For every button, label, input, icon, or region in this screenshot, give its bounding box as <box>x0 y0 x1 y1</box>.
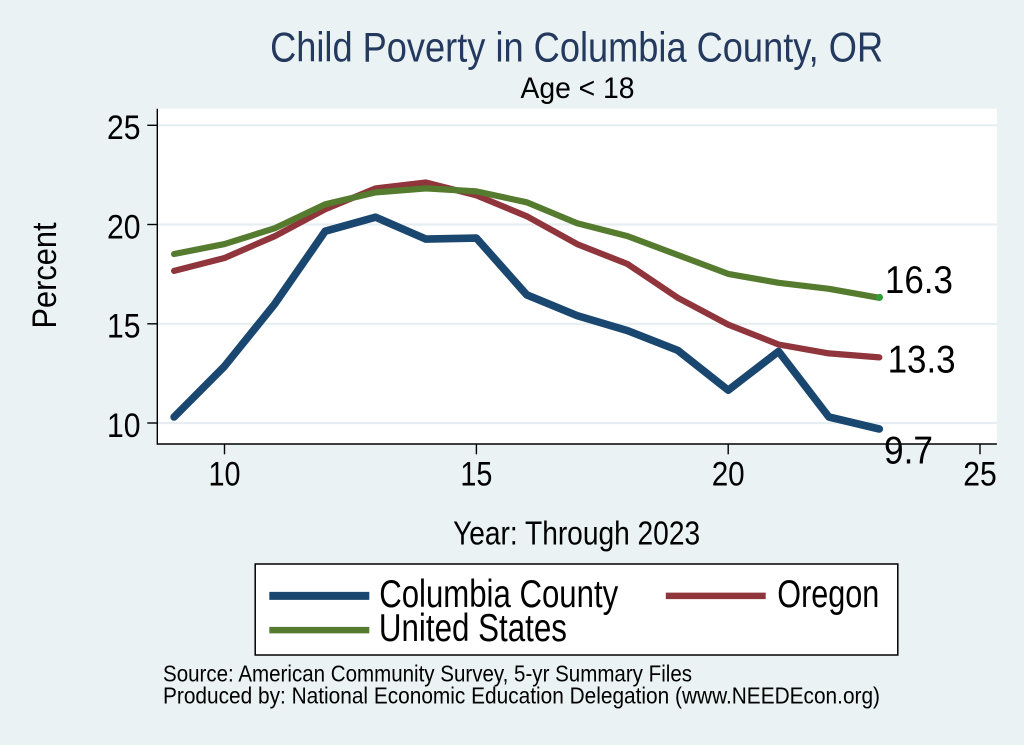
svg-text:20: 20 <box>107 208 141 246</box>
svg-text:10: 10 <box>209 455 241 493</box>
svg-text:13.3: 13.3 <box>888 339 956 382</box>
svg-text:Columbia County: Columbia County <box>379 573 618 616</box>
svg-text:25: 25 <box>963 455 997 493</box>
svg-text:Produced by: National Economic: Produced by: National Economic Education… <box>163 682 880 708</box>
svg-text:Source: American Community Sur: Source: American Community Survey, 5-yr … <box>163 661 692 687</box>
svg-text:10: 10 <box>107 407 141 445</box>
svg-text:15: 15 <box>460 455 492 493</box>
svg-text:20: 20 <box>712 455 745 493</box>
svg-text:Percent: Percent <box>26 222 64 328</box>
svg-text:United States: United States <box>379 607 567 650</box>
svg-text:Year: Through 2023: Year: Through 2023 <box>453 515 700 552</box>
svg-text:Child Poverty in Columbia Coun: Child Poverty in Columbia County, OR <box>270 24 883 71</box>
svg-text:Oregon: Oregon <box>777 573 879 616</box>
svg-text:15: 15 <box>107 308 141 346</box>
svg-text:16.3: 16.3 <box>885 259 953 302</box>
svg-text:25: 25 <box>107 109 141 147</box>
svg-text:9.7: 9.7 <box>884 430 933 473</box>
svg-text:Age < 18: Age < 18 <box>521 72 635 105</box>
